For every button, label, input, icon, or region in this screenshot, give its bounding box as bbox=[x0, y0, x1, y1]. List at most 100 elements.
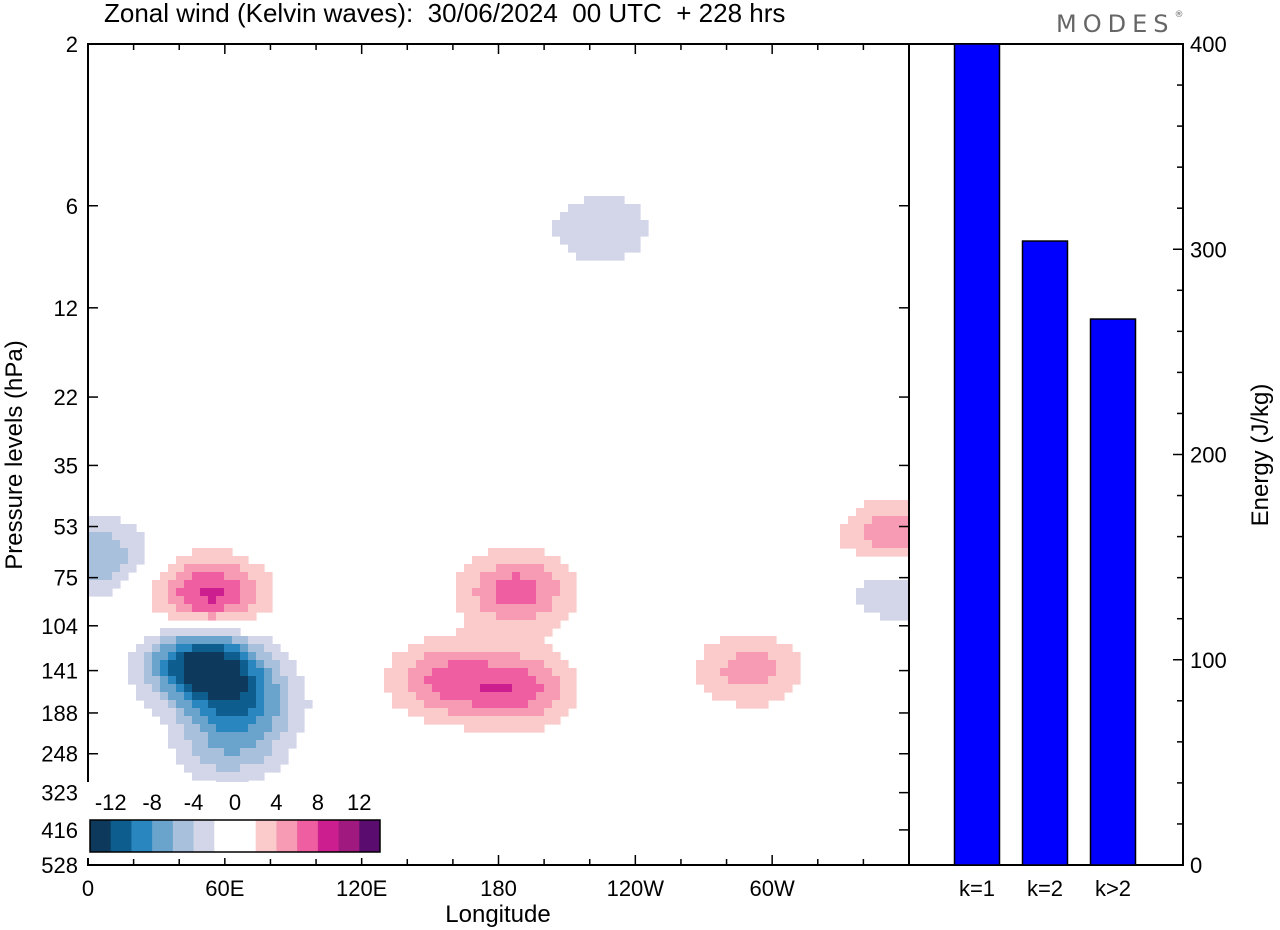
heatmap-cell bbox=[424, 676, 433, 685]
heatmap-cell bbox=[504, 644, 513, 653]
heatmap-cell bbox=[424, 692, 433, 701]
heatmap-cell bbox=[512, 564, 521, 573]
heatmap-cell bbox=[136, 652, 145, 661]
heatmap-cell bbox=[112, 556, 121, 565]
heatmap-cell bbox=[208, 580, 217, 589]
heatmap-cell bbox=[504, 676, 513, 685]
heatmap-cell bbox=[224, 548, 233, 557]
heatmap-cell bbox=[904, 508, 909, 517]
heatmap-cell bbox=[272, 652, 281, 661]
heatmap-cell bbox=[232, 644, 241, 653]
heatmap-cell bbox=[184, 628, 193, 637]
heatmap-cell bbox=[616, 212, 625, 221]
heatmap-cell bbox=[488, 652, 497, 661]
heatmap-cell bbox=[504, 708, 513, 717]
heatmap-cell bbox=[400, 660, 409, 669]
heatmap-cell bbox=[264, 708, 273, 717]
heatmap-cell bbox=[576, 228, 585, 237]
x-tick-label: 60E bbox=[205, 876, 244, 901]
heatmap-cell bbox=[520, 612, 529, 621]
x-tick-label: 180 bbox=[480, 876, 517, 901]
heatmap-cell bbox=[480, 572, 489, 581]
heatmap-cell bbox=[744, 676, 753, 685]
heatmap-cell bbox=[544, 716, 553, 725]
heatmap-cell bbox=[472, 708, 481, 717]
heatmap-cell bbox=[248, 660, 257, 669]
heatmap-cell bbox=[568, 220, 577, 229]
heatmap-cell bbox=[144, 684, 153, 693]
heatmap-cell bbox=[752, 644, 761, 653]
heatmap-cell bbox=[496, 556, 505, 565]
heatmap-cell bbox=[88, 548, 97, 557]
heatmap-cell bbox=[880, 612, 889, 621]
heatmap-cell bbox=[224, 588, 233, 597]
heatmap-cell bbox=[264, 660, 273, 669]
heatmap-cell bbox=[208, 700, 217, 709]
heatmap-cell bbox=[480, 716, 489, 725]
heatmap-cell bbox=[488, 580, 497, 589]
heatmap-cell bbox=[560, 572, 569, 581]
heatmap-cell bbox=[184, 588, 193, 597]
heatmap-cell bbox=[264, 652, 273, 661]
y-tick-label: 6 bbox=[66, 194, 78, 219]
heatmap-cell bbox=[520, 724, 529, 733]
heatmap-cell bbox=[744, 636, 753, 645]
heatmap-cell bbox=[744, 684, 753, 693]
heatmap-cell bbox=[272, 756, 281, 765]
heatmap-cell bbox=[240, 596, 249, 605]
heatmap-cell bbox=[224, 668, 233, 677]
heatmap-cell bbox=[216, 628, 225, 637]
heatmap-cell bbox=[440, 668, 449, 677]
heatmap-cell bbox=[152, 580, 161, 589]
heatmap-cell bbox=[480, 708, 489, 717]
heatmap-cell bbox=[472, 660, 481, 669]
heatmap-cell bbox=[888, 508, 897, 517]
heatmap-cell bbox=[504, 692, 513, 701]
heatmap-cell bbox=[440, 636, 449, 645]
heatmap-cell bbox=[232, 596, 241, 605]
heatmap-cell bbox=[240, 556, 249, 565]
heatmap-cell bbox=[864, 548, 873, 557]
heatmap-cell bbox=[600, 252, 609, 261]
bar-category-label: k=2 bbox=[1027, 876, 1063, 901]
heatmap-cell bbox=[104, 540, 113, 549]
heatmap-cell bbox=[168, 580, 177, 589]
heatmap-cell bbox=[248, 732, 257, 741]
heatmap-cell bbox=[704, 660, 713, 669]
heatmap-cell bbox=[208, 772, 217, 781]
heatmap-cell bbox=[200, 596, 209, 605]
heatmap-cell bbox=[448, 676, 457, 685]
heatmap-cell bbox=[464, 596, 473, 605]
heatmap-cell bbox=[288, 724, 297, 733]
heatmap-cell bbox=[280, 668, 289, 677]
heatmap-cell bbox=[272, 708, 281, 717]
heatmap-cell bbox=[888, 612, 897, 621]
heatmap-cell bbox=[240, 644, 249, 653]
heatmap-cell bbox=[544, 700, 553, 709]
heatmap-cell bbox=[288, 740, 297, 749]
heatmap-cell bbox=[624, 228, 633, 237]
heatmap-cell bbox=[264, 724, 273, 733]
heatmap-cell bbox=[568, 668, 577, 677]
heatmap-cell bbox=[520, 668, 529, 677]
heatmap-cell bbox=[216, 636, 225, 645]
heatmap-cell bbox=[424, 668, 433, 677]
heatmap-cell bbox=[160, 644, 169, 653]
heatmap-cell bbox=[192, 644, 201, 653]
heatmap-cell bbox=[472, 580, 481, 589]
heatmap-cell bbox=[280, 684, 289, 693]
heatmap-cell bbox=[480, 636, 489, 645]
heatmap-cell bbox=[424, 700, 433, 709]
heatmap-cell bbox=[608, 228, 617, 237]
heatmap-cell bbox=[576, 212, 585, 221]
heatmap-cell bbox=[752, 684, 761, 693]
heatmap-cell bbox=[472, 684, 481, 693]
heatmap-cell bbox=[496, 724, 505, 733]
heatmap-cell bbox=[704, 668, 713, 677]
heatmap-cell bbox=[224, 580, 233, 589]
heatmap-cell bbox=[184, 732, 193, 741]
heatmap-cell bbox=[192, 732, 201, 741]
heatmap-cell bbox=[544, 564, 553, 573]
heatmap-cell bbox=[544, 708, 553, 717]
heatmap-cell bbox=[592, 204, 601, 213]
